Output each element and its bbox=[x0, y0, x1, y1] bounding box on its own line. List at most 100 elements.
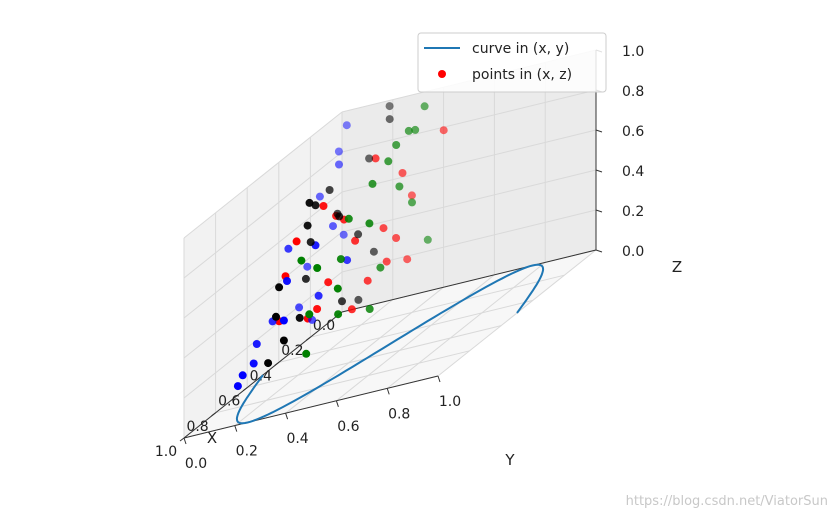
y-tick-label: 1.0 bbox=[439, 394, 461, 410]
legend-box bbox=[417, 32, 607, 93]
scatter-point bbox=[305, 310, 314, 319]
z-tick-label: 0.0 bbox=[622, 244, 644, 260]
x-tick-label: 1.0 bbox=[155, 444, 177, 460]
z-tick-mark bbox=[595, 129, 603, 133]
scatter-point bbox=[379, 224, 388, 233]
scatter-point bbox=[252, 340, 261, 348]
x-tick-mark bbox=[179, 437, 185, 442]
scatter-point bbox=[403, 255, 412, 264]
scatter-point bbox=[311, 201, 320, 210]
scatter-point bbox=[315, 192, 324, 201]
x-tick-label: 0.8 bbox=[186, 419, 208, 435]
scatter-point bbox=[398, 169, 407, 177]
scatter-point bbox=[347, 305, 356, 314]
y-tick-label: 0.2 bbox=[236, 444, 258, 460]
scatter-point bbox=[334, 310, 343, 319]
grid-line-y-floor bbox=[336, 274, 495, 402]
scatter-point bbox=[333, 284, 342, 293]
scatter-point bbox=[382, 257, 391, 266]
z-tick-mark bbox=[595, 209, 603, 213]
scatter-point bbox=[365, 154, 374, 163]
x-tick-label: 0.0 bbox=[313, 318, 335, 334]
scatter-point bbox=[342, 121, 351, 130]
pane-back-left bbox=[184, 112, 342, 438]
scatter-point bbox=[233, 382, 242, 391]
scatter-point bbox=[333, 209, 342, 218]
scatter-point bbox=[395, 182, 404, 191]
y-tick-label: 0.0 bbox=[185, 456, 207, 472]
floor-edge bbox=[341, 249, 597, 313]
grid-line-z-left bbox=[183, 111, 343, 239]
scatter-point bbox=[279, 316, 288, 325]
scatter-point bbox=[303, 221, 312, 230]
scatter-point bbox=[319, 202, 328, 210]
grid-line-x-floor bbox=[310, 274, 565, 338]
scatter-point bbox=[407, 191, 416, 200]
scatter-point bbox=[376, 263, 385, 272]
grid-line-y-floor bbox=[386, 262, 546, 389]
z-axis-label: Z bbox=[672, 258, 682, 276]
scatter-point bbox=[420, 102, 429, 111]
x-tick-label: 0.6 bbox=[218, 394, 240, 410]
grid-line-x-floor bbox=[215, 350, 470, 414]
scatter-point bbox=[336, 255, 345, 264]
grid-line-x-floor bbox=[278, 299, 533, 363]
z-tick-mark bbox=[595, 249, 603, 253]
x-tick-mark bbox=[306, 336, 311, 341]
scatter-point bbox=[325, 186, 334, 194]
scatter-point bbox=[295, 303, 304, 312]
scatter-point bbox=[354, 230, 363, 239]
legend-curve-label: curve in (x, y) bbox=[472, 41, 569, 57]
y-axis-label: Y bbox=[504, 451, 515, 469]
curve-line bbox=[235, 263, 545, 425]
y-tick-label: 0.6 bbox=[337, 419, 359, 435]
grid-line-y-floor bbox=[285, 286, 444, 414]
scatter-point bbox=[313, 305, 322, 313]
scatter-point bbox=[439, 126, 448, 135]
legend-points-swatch bbox=[438, 70, 446, 78]
grid-line-z-right bbox=[341, 89, 597, 153]
pane-back-right bbox=[342, 50, 596, 312]
scatter-point bbox=[339, 230, 348, 239]
z-tick-label: 0.2 bbox=[622, 204, 644, 220]
grid-line-z-left bbox=[183, 151, 343, 279]
x-tick-label: 0.2 bbox=[281, 343, 303, 359]
scatter-point bbox=[313, 264, 322, 272]
scatter-point bbox=[368, 179, 377, 188]
scatter-point bbox=[408, 198, 416, 207]
grid-line-z-left bbox=[183, 271, 343, 399]
scatter-point bbox=[306, 238, 315, 247]
y-tick-mark bbox=[285, 413, 289, 420]
scatter-point bbox=[272, 312, 280, 321]
y-axis-line bbox=[183, 375, 439, 439]
scatter-point bbox=[404, 126, 413, 135]
scatter-point bbox=[292, 237, 301, 246]
grid-line-z-right bbox=[341, 169, 597, 233]
z-tick-label: 0.8 bbox=[622, 84, 644, 100]
scatter-point bbox=[363, 276, 372, 285]
tick-labels: 0.0 0.2 0.4 0.6 0.8 1.0 0.0 0.2 0.4 0.6 0.8 1.0 0.0 0… bbox=[155, 44, 644, 472]
x-axis-label: X bbox=[207, 429, 217, 447]
scatter-point bbox=[324, 278, 333, 287]
scatter-point bbox=[264, 359, 273, 368]
y-tick-label: 0.4 bbox=[286, 431, 308, 447]
scatter-point bbox=[365, 219, 374, 228]
z-tick-label: 0.4 bbox=[622, 164, 644, 180]
x-tick-mark bbox=[211, 412, 216, 417]
scatter-point bbox=[303, 262, 312, 271]
scatter-point bbox=[329, 222, 337, 231]
scatter-point bbox=[314, 291, 323, 300]
axis-panes bbox=[184, 50, 596, 438]
scatter-point bbox=[392, 234, 401, 242]
y-tick-mark bbox=[234, 425, 238, 432]
y-tick-mark bbox=[335, 400, 339, 407]
legend-points-label: points in (x, z) bbox=[472, 67, 572, 83]
scatter-point bbox=[249, 359, 258, 368]
x-tick-mark bbox=[274, 361, 280, 366]
y-tick-mark bbox=[386, 388, 390, 395]
scatter-point bbox=[351, 236, 360, 245]
y-tick-mark bbox=[437, 375, 441, 383]
y-tick-label: 0.8 bbox=[388, 406, 410, 422]
